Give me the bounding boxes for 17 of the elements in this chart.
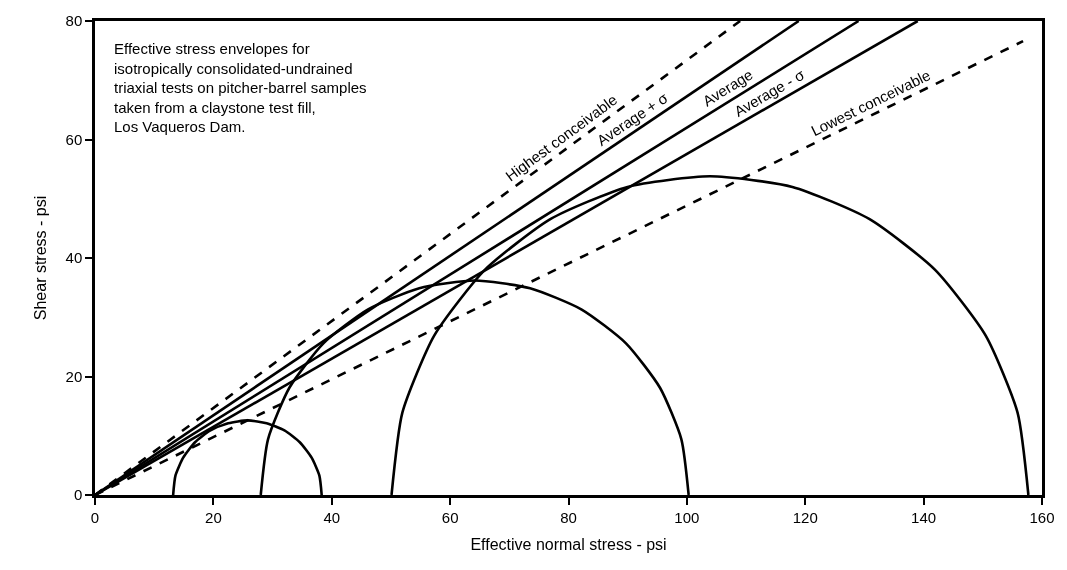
x-tick-label: 160	[1029, 508, 1055, 526]
x-tick-label: 0	[90, 508, 100, 526]
y-tick-label: 80	[65, 12, 83, 30]
annotation: Effective stress envelopes for isotropically consolidated-undrained triaxial tests on pitcher-barrel samples taken from a claystone test fill, Los Vaqueros Dam.	[114, 40, 367, 135]
y-axis-title: Shear stress - psi	[32, 195, 50, 321]
x-tick-label: 40	[323, 508, 341, 526]
y-tick-label: 0	[73, 486, 83, 504]
x-tick-label: 20	[205, 508, 222, 526]
x-axis-title: Effective normal stress - psi	[470, 536, 667, 554]
y-tick-label: 20	[65, 367, 83, 385]
y-tick-label: 40	[65, 249, 83, 267]
x-tick-label: 80	[560, 508, 577, 526]
x-tick-label: 120	[792, 508, 818, 526]
y-tick-label: 60	[65, 130, 83, 148]
x-tick-label: 60	[441, 508, 459, 526]
x-tick-label: 140	[911, 508, 937, 526]
x-tick-label: 100	[674, 508, 700, 526]
